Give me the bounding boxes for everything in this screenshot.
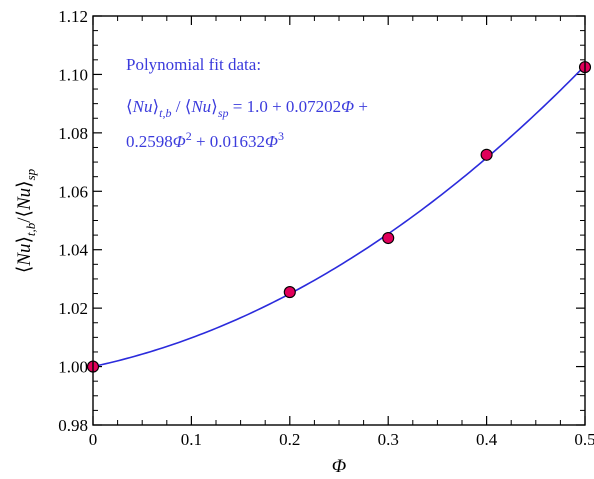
x-tick-label: 0.3: [378, 430, 399, 449]
y-tick-label: 1.08: [58, 124, 88, 143]
x-tick-label: 0.4: [476, 430, 498, 449]
y-tick-label: 1.04: [58, 241, 88, 260]
x-tick-labels: 0 0.1 0.2 0.3 0.4 0.5: [89, 430, 594, 449]
data-point: [480, 148, 493, 161]
y-tick-label: 1.12: [58, 7, 88, 26]
y-tick-label: 1.10: [58, 65, 88, 84]
y-tick-labels: 0.98 1.00 1.02 1.04 1.06 1.08 1.10 1.12: [58, 7, 88, 435]
x-tick-label: 0.2: [279, 430, 300, 449]
x-tick-label: 0.1: [181, 430, 202, 449]
fit-curve: [92, 65, 586, 368]
fit-annotation: Polynomial fit data: ⟨Nu⟩t,b / ⟨Nu⟩sp = …: [126, 55, 368, 151]
data-point: [283, 286, 296, 299]
x-tick-label: 0.5: [574, 430, 594, 449]
annotation-title: Polynomial fit data:: [126, 55, 261, 74]
x-tick-label: 0: [89, 430, 98, 449]
data-point: [382, 231, 395, 245]
axis-ticks: [92, 15, 586, 426]
y-axis-title: ⟨Nu⟩t,b/⟨Nu⟩sp: [14, 168, 38, 273]
data-markers: [86, 61, 592, 373]
y-tick-label: 1.02: [58, 299, 88, 318]
plot-frame: [92, 15, 586, 426]
annotation-equation-line-2: 0.2598Φ2 + 0.01632Φ3: [126, 129, 284, 151]
y-tick-label: 0.98: [58, 416, 88, 435]
y-tick-label: 1.00: [58, 358, 88, 377]
annotation-equation-line-1: ⟨Nu⟩t,b / ⟨Nu⟩sp = 1.0 + 0.07202Φ +: [126, 97, 368, 120]
x-axis-title: Φ: [332, 456, 346, 477]
y-tick-label: 1.06: [58, 182, 88, 201]
